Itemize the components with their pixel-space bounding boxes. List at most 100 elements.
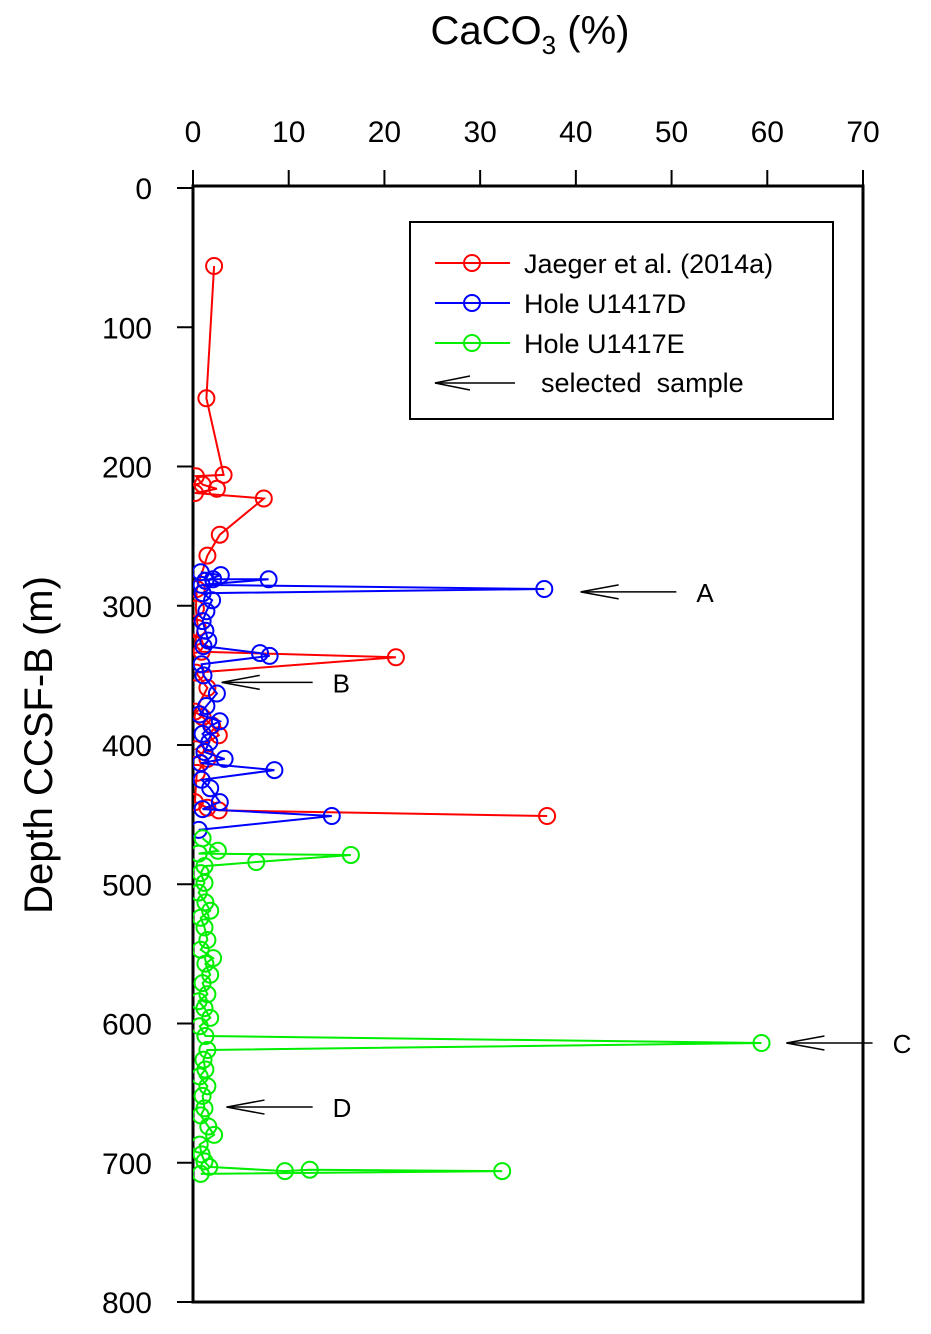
series-2 [193, 829, 771, 1183]
data-point [210, 793, 229, 812]
data-point [322, 807, 341, 825]
data-point [193, 1086, 212, 1105]
data-point [195, 873, 214, 892]
data-point [195, 743, 214, 761]
data-point [194, 666, 213, 685]
annotation-label: D [333, 1093, 352, 1123]
x-tick-label: 70 [846, 116, 879, 149]
data-point [752, 1034, 771, 1052]
data-point [203, 591, 222, 610]
annotation-a: A [580, 578, 714, 608]
legend-label-jaeger: Jaeger et al. (2014a) [524, 249, 773, 279]
data-point [195, 1152, 214, 1171]
annotation-arrowhead [786, 1035, 825, 1051]
legend-arrowhead-icon [434, 375, 471, 391]
data-point [193, 655, 211, 674]
legend-label-u1417d: Hole U1417D [524, 289, 686, 319]
legend-box [409, 221, 834, 420]
data-point [195, 918, 214, 937]
legend-item-u1417d: Hole U1417D [435, 289, 686, 319]
data-point [198, 931, 217, 949]
x-tick-label: 40 [559, 116, 592, 149]
x-axis-title-subscript: 3 [542, 30, 556, 60]
data-point [193, 484, 204, 502]
x-tick-label: 0 [185, 116, 202, 149]
legend-marker-u1417e [463, 334, 481, 352]
annotation-d: D [226, 1093, 352, 1123]
series-layer [193, 257, 771, 1183]
legend-label-selected-sample: selected sample [541, 368, 744, 398]
data-point [201, 779, 220, 798]
data-point [215, 749, 234, 768]
data-point [193, 974, 212, 993]
legend-marker-u1417d [463, 294, 481, 312]
y-tick-label: 100 [102, 312, 152, 345]
x-tick-label: 50 [655, 116, 688, 149]
data-point [260, 646, 279, 665]
annotation-b: B [221, 668, 350, 698]
data-point [193, 908, 210, 927]
data-point [196, 954, 215, 973]
data-point [198, 546, 217, 565]
annotation-arrowhead [226, 1099, 265, 1115]
series-line [198, 571, 545, 831]
data-point [205, 1125, 224, 1144]
x-axis-title-main: CaCO [431, 9, 542, 53]
data-point [193, 1164, 210, 1183]
legend-item-jaeger: Jaeger et al. (2014a) [435, 249, 773, 279]
data-point [193, 820, 208, 839]
data-point [197, 602, 216, 621]
data-point [493, 1162, 512, 1181]
series-1 [193, 563, 554, 839]
y-axis-ticks: 0 100 200 300 400 500 600 700 800 [102, 173, 193, 1320]
data-point [193, 800, 212, 819]
data-point [198, 1077, 217, 1096]
data-point [193, 864, 210, 883]
data-point [207, 479, 226, 498]
annotation-layer: A B C D [221, 578, 911, 1123]
data-point [198, 1041, 217, 1059]
y-tick-label: 500 [102, 869, 152, 902]
x-tick-label: 60 [751, 116, 784, 149]
y-tick-label: 700 [102, 1148, 152, 1181]
data-point [193, 1017, 209, 1036]
data-point [195, 999, 214, 1018]
data-point [205, 257, 224, 275]
y-tick-label: 600 [102, 1009, 152, 1042]
data-point [199, 631, 218, 650]
data-point [254, 489, 273, 508]
legend-label-u1417e: Hole U1417E [524, 329, 685, 359]
series-line [197, 837, 762, 1175]
annotation-label: C [893, 1029, 912, 1059]
data-point [200, 733, 219, 752]
data-point [341, 846, 360, 864]
y-tick-label: 800 [102, 1287, 152, 1320]
data-point [193, 612, 212, 631]
data-point [275, 1162, 294, 1181]
annotation-label: B [333, 668, 350, 698]
x-tick-label: 20 [368, 116, 401, 149]
data-point [265, 761, 284, 780]
annotation-label: A [696, 578, 714, 608]
data-point [193, 1135, 209, 1154]
data-point [300, 1160, 319, 1179]
data-point [251, 644, 269, 663]
data-point [259, 570, 278, 589]
y-tick-label: 0 [135, 173, 152, 206]
annotation-c: C [786, 1029, 911, 1059]
data-point [210, 712, 229, 731]
data-point [247, 853, 266, 871]
data-point [194, 637, 213, 656]
data-point [538, 807, 557, 825]
data-point [535, 580, 554, 598]
data-point [194, 1050, 213, 1069]
legend-item-u1417e: Hole U1417E [435, 329, 685, 359]
data-point [193, 575, 211, 594]
annotation-arrowhead [221, 674, 260, 691]
x-axis-ticks: 0 10 20 30 40 50 60 70 [185, 116, 880, 186]
data-point [210, 525, 229, 544]
data-point [193, 705, 209, 724]
x-axis-title: CaCO3 (%) [431, 9, 630, 60]
y-axis-title: Depth CCSF-B (m) [17, 576, 61, 914]
